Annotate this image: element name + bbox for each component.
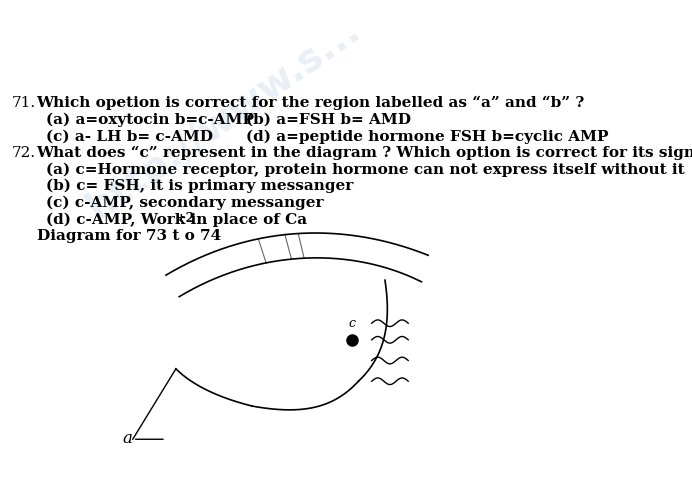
Text: (a) a=oxytocin b=c-AMP: (a) a=oxytocin b=c-AMP: [46, 113, 255, 127]
Text: c: c: [349, 318, 356, 331]
Text: (d) c-AMP, Work in place of Ca: (d) c-AMP, Work in place of Ca: [46, 212, 307, 227]
Text: (a) c=Hormone receptor, protein hormone can not express itself without it: (a) c=Hormone receptor, protein hormone …: [46, 163, 685, 177]
Text: (c) c-AMP, secondary messanger: (c) c-AMP, secondary messanger: [46, 196, 324, 210]
Text: a: a: [122, 430, 133, 447]
Text: Which opetion is correct for the region labelled as “a” and “b” ?: Which opetion is correct for the region …: [37, 96, 585, 110]
Text: Diagram for 73 t o 74: Diagram for 73 t o 74: [37, 229, 221, 243]
Text: (c) a- LH b= c-AMD: (c) a- LH b= c-AMD: [46, 129, 213, 143]
Text: (b) c= FSH, it is primary messanger: (b) c= FSH, it is primary messanger: [46, 179, 354, 194]
Text: 72.: 72.: [12, 146, 36, 160]
Text: 71.: 71.: [12, 96, 36, 110]
Text: +2: +2: [176, 212, 195, 225]
Text: What does “c” represent in the diagram ? Which option is correct for its signifi: What does “c” represent in the diagram ?…: [37, 146, 692, 160]
Text: (d) a=peptide hormone FSH b=cyclic AMP: (d) a=peptide hormone FSH b=cyclic AMP: [246, 129, 608, 144]
Text: http://www.s...: http://www.s...: [80, 10, 367, 227]
Text: (b) a=FSH b= AMD: (b) a=FSH b= AMD: [246, 113, 410, 127]
